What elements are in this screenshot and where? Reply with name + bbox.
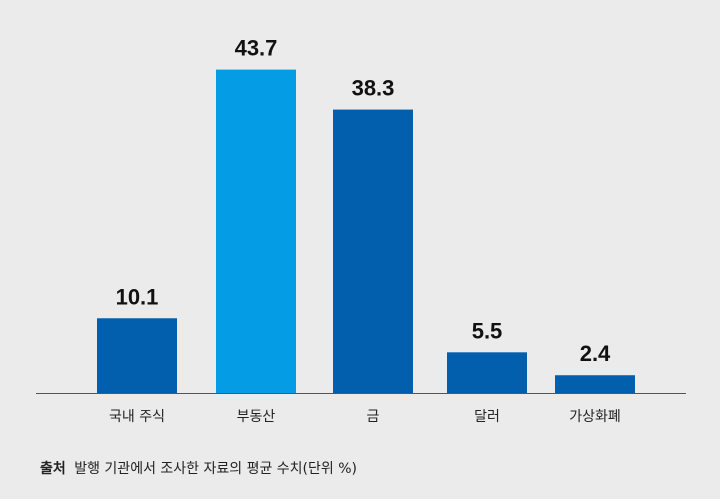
- value-labels-layer: 10.1 43.7 38.3 5.5 2.4: [116, 36, 611, 367]
- source-label: 출처: [40, 461, 66, 477]
- bar-value-label-2: 43.7: [235, 36, 278, 61]
- x-tick-label-3: 금: [367, 409, 380, 425]
- bar-value-label-3: 38.3: [352, 76, 395, 101]
- x-tick-label-5: 가상화폐: [569, 409, 621, 425]
- bar-value-label-5: 2.4: [580, 341, 611, 366]
- source-text: 발행 기관에서 조사한 자료의 평균 수치(단위 %): [74, 461, 357, 477]
- bar-5: [555, 375, 635, 393]
- x-tick-label-2: 부동산: [237, 409, 276, 425]
- bar-4: [447, 352, 527, 393]
- bars-layer: [97, 69, 635, 394]
- source-note: 출처 발행 기관에서 조사한 자료의 평균 수치(단위 %): [40, 458, 357, 478]
- bar-1: [97, 318, 177, 393]
- chart-svg: 10.1 43.7 38.3 5.5 2.4 국내 주식 부동산 금 달러 가상화폐: [36, 36, 686, 425]
- bar-2: [216, 69, 296, 394]
- tick-labels-layer: 국내 주식 부동산 금 달러 가상화폐: [109, 409, 621, 425]
- bar-3: [333, 109, 413, 393]
- bar-value-label-1: 10.1: [116, 284, 159, 309]
- x-tick-label-4: 달러: [474, 409, 500, 425]
- x-tick-label-1: 국내 주식: [109, 409, 165, 425]
- bar-value-label-4: 5.5: [472, 318, 503, 343]
- bar-chart: 10.1 43.7 38.3 5.5 2.4 국내 주식 부동산 금 달러 가상화폐: [36, 36, 686, 425]
